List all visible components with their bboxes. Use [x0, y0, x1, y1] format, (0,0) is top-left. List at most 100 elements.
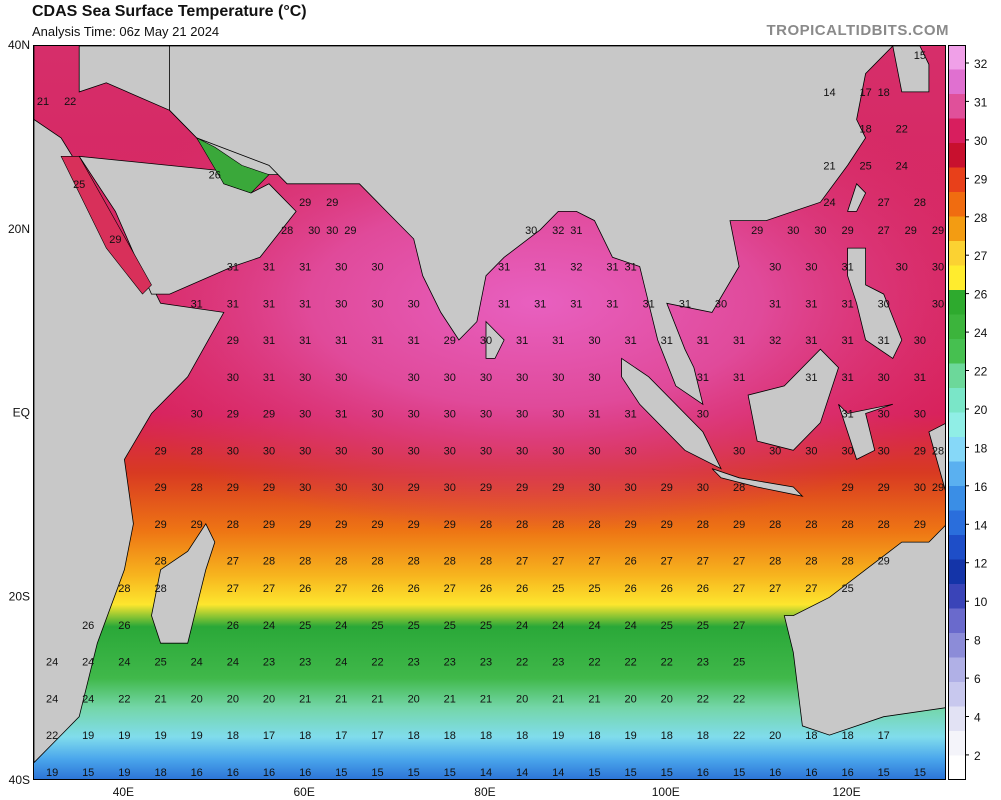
colorbar-swatch [948, 290, 966, 315]
colorbar-swatch [948, 535, 966, 560]
temperature-label: 19 [154, 730, 166, 742]
colorbar-label: 6 [974, 672, 981, 686]
colorbar-swatch [948, 388, 966, 413]
temperature-label: 20 [227, 693, 239, 705]
temperature-label: 18 [480, 730, 492, 742]
lat-tick-label: 40S [9, 773, 30, 787]
temperature-label: 22 [733, 693, 745, 705]
temperature-label: 21 [37, 96, 49, 108]
temperature-label: 25 [444, 620, 456, 632]
temperature-label: 15 [878, 767, 890, 779]
temperature-label: 28 [118, 583, 130, 595]
temperature-label: 16 [191, 767, 203, 779]
colorbar-swatch [948, 45, 966, 70]
colorbar-label: 27 [974, 249, 988, 263]
temperature-label: 23 [444, 657, 456, 669]
temperature-label: 30 [552, 445, 564, 457]
temperature-label: 29 [733, 519, 745, 531]
lat-tick-label: 20N [8, 222, 30, 236]
temperature-label: 22 [661, 657, 673, 669]
temperature-label: 29 [408, 519, 420, 531]
temperature-label: 18 [154, 767, 166, 779]
temperature-label: 28 [805, 519, 817, 531]
temperature-label: 28 [769, 556, 781, 568]
sumatra-land [621, 357, 722, 470]
temperature-label: 30 [326, 225, 338, 237]
temperature-label: 31 [335, 335, 347, 347]
colorbar-swatch [948, 486, 966, 511]
temperature-label: 31 [299, 298, 311, 310]
temperature-label: 30 [408, 409, 420, 421]
temperature-label: 31 [805, 372, 817, 384]
temperature-label: 28 [878, 519, 890, 531]
temperature-label: 31 [606, 262, 618, 274]
temperature-label: 15 [82, 767, 94, 779]
temperature-label: 30 [408, 445, 420, 457]
temperature-label: 29 [516, 482, 528, 494]
colorbar: 32 31 30 29 28 27 26 24 22 20 18 16 14 12 10 8 6 4 2 [948, 45, 988, 780]
temperature-label: 31 [263, 335, 275, 347]
temperature-label: 30 [299, 445, 311, 457]
temperature-label: 15 [661, 767, 673, 779]
temperature-label: 25 [299, 620, 311, 632]
temperature-label: 19 [46, 767, 58, 779]
lon-tick-label: 120E [833, 785, 861, 799]
colorbar-label: 28 [974, 211, 988, 225]
temperature-label: 28 [408, 556, 420, 568]
sulawesi-land [838, 403, 893, 460]
temperature-label: 30 [787, 225, 799, 237]
temperature-label: 29 [624, 519, 636, 531]
sst-map-canvas: 18 21 22 25 26 29 29 29 28 30 30 29 30 32 31 31 31 31 30 30… [34, 46, 945, 779]
temperature-label: 22 [697, 693, 709, 705]
temperature-label: 23 [408, 657, 420, 669]
temperature-label: 16 [841, 767, 853, 779]
temperature-label: 28 [191, 445, 203, 457]
temperature-label: 27 [769, 583, 781, 595]
temperature-label: 29 [191, 519, 203, 531]
temperature-label: 28 [371, 556, 383, 568]
temperature-label: 26 [624, 583, 636, 595]
temperature-label: 15 [408, 767, 420, 779]
temperature-label: 27 [444, 583, 456, 595]
temperature-label: 29 [408, 482, 420, 494]
temperature-label: 28 [697, 519, 709, 531]
temperature-label: 19 [118, 767, 130, 779]
temperature-label: 30 [371, 262, 383, 274]
temperature-label: 30 [335, 445, 347, 457]
temperature-label: 32 [769, 335, 781, 347]
temperature-label: 30 [191, 409, 203, 421]
temperature-labels: 18 21 22 25 26 29 29 29 28 30 30 29 30 32 31 31 31 31 30 30… [37, 50, 944, 779]
temperature-label: 29 [227, 409, 239, 421]
temperature-label: 25 [661, 620, 673, 632]
temperature-label: 24 [335, 620, 347, 632]
temperature-label: 31 [733, 335, 745, 347]
colorbar-swatch [948, 584, 966, 609]
temperature-label: 30 [805, 445, 817, 457]
temperature-label: 31 [408, 335, 420, 347]
temperature-label: 19 [191, 730, 203, 742]
temperature-label: 15 [624, 767, 636, 779]
temperature-label: 31 [191, 298, 203, 310]
temperature-label: 19 [624, 730, 636, 742]
temperature-label: 25 [859, 160, 871, 172]
temperature-label: 24 [82, 657, 94, 669]
temperature-label: 18 [444, 730, 456, 742]
temperature-label: 30 [914, 335, 926, 347]
temperature-label: 30 [444, 445, 456, 457]
temperature-label: 26 [408, 583, 420, 595]
temperature-label: 21 [335, 693, 347, 705]
temperature-label: 16 [299, 767, 311, 779]
temperature-label: 29 [878, 482, 890, 494]
temperature-label: 15 [914, 50, 926, 62]
red-sea [60, 156, 152, 295]
colorbar-swatch [948, 682, 966, 707]
temperature-label: 24 [82, 693, 94, 705]
temperature-label: 28 [444, 556, 456, 568]
temperature-label: 23 [552, 657, 564, 669]
temperature-label: 31 [534, 262, 546, 274]
temperature-label: 31 [263, 262, 275, 274]
temperature-label: 27 [733, 583, 745, 595]
temperature-label: 28 [769, 519, 781, 531]
temperature-label: 16 [263, 767, 275, 779]
temperature-label: 24 [227, 657, 239, 669]
